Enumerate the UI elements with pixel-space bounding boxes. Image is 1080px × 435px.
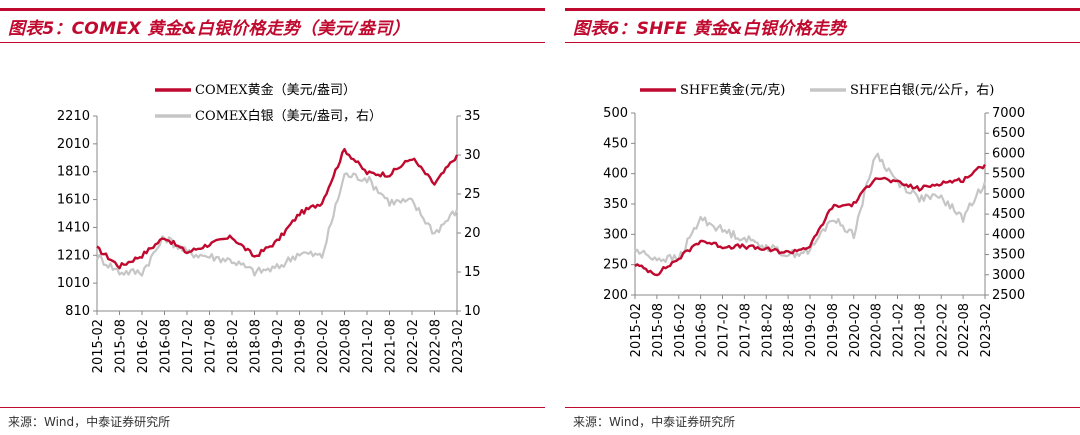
y-tick-label-right: 2500 xyxy=(992,288,1025,303)
y-tick-label-right: 10 xyxy=(464,304,481,319)
y-tick-label-left: 1810 xyxy=(57,165,90,180)
source-rule xyxy=(0,407,545,408)
x-tick-label: 2016-08 xyxy=(695,303,710,357)
x-tick-label: 2017-08 xyxy=(738,303,753,357)
y-tick-label-right: 35 xyxy=(464,109,481,124)
x-tick-label: 2021-02 xyxy=(892,303,907,357)
series-line-gold xyxy=(634,163,987,277)
x-tick-label: 2015-02 xyxy=(629,303,644,357)
chart-title: 图表6：SHFE 黄金&白银价格走势 xyxy=(573,19,846,39)
y-tick-label-left: 250 xyxy=(603,258,628,273)
top-rule xyxy=(0,8,545,11)
chart-title: 图表5：COMEX 黄金&白银价格走势（美元/盎司） xyxy=(8,19,410,39)
x-tick-label: 2022-02 xyxy=(406,319,421,373)
x-tick-label: 2023-02 xyxy=(979,303,994,357)
x-tick-label: 2021-02 xyxy=(361,319,376,373)
chart-source: 来源：Wind，中泰证券研究所 xyxy=(8,415,171,429)
y-tick-label-right: 5000 xyxy=(992,187,1025,202)
x-tick-label: 2016-02 xyxy=(673,303,688,357)
y-tick-label-right: 25 xyxy=(464,187,481,202)
x-tick-label: 2019-02 xyxy=(271,319,286,373)
x-tick-label: 2022-08 xyxy=(429,319,444,373)
y-tick-label-left: 400 xyxy=(603,167,628,182)
source-rule xyxy=(565,407,1080,408)
y-tick-label-left: 2210 xyxy=(57,109,90,124)
y-tick-label-left: 300 xyxy=(603,227,628,242)
x-tick-label: 2019-02 xyxy=(804,303,819,357)
y-tick-label-left: 500 xyxy=(603,106,628,121)
y-tick-label-right: 5500 xyxy=(992,167,1025,182)
x-tick-label: 2020-08 xyxy=(339,319,354,373)
x-tick-label: 2015-08 xyxy=(114,319,129,373)
y-tick-label-right: 4000 xyxy=(992,227,1025,242)
series-line-gold xyxy=(96,147,459,270)
x-tick-label: 2017-02 xyxy=(717,303,732,357)
x-tick-label: 2019-08 xyxy=(294,319,309,373)
y-tick-label-left: 350 xyxy=(603,197,628,212)
x-tick-label: 2016-08 xyxy=(159,319,174,373)
x-tick-label: 2022-02 xyxy=(935,303,950,357)
x-tick-label: 2018-08 xyxy=(782,303,797,357)
y-tick-label-left: 810 xyxy=(65,304,90,319)
legend-label: SHFE白银(元/公斤，右) xyxy=(850,82,994,98)
x-tick-label: 2017-02 xyxy=(181,319,196,373)
x-tick-label: 2021-08 xyxy=(913,303,928,357)
series-line-silver xyxy=(96,172,459,277)
x-tick-label: 2018-02 xyxy=(760,303,775,357)
x-tick-label: 2023-02 xyxy=(451,319,466,373)
y-tick-label-right: 3000 xyxy=(992,268,1025,283)
x-tick-label: 2020-02 xyxy=(316,319,331,373)
x-tick-label: 2021-08 xyxy=(384,319,399,373)
x-tick-label: 2015-08 xyxy=(651,303,666,357)
x-tick-label: 2018-08 xyxy=(249,319,264,373)
legend-label: SHFE黄金(元/克) xyxy=(680,82,785,98)
title-rule xyxy=(0,42,545,43)
y-tick-label-right: 4500 xyxy=(992,207,1025,222)
x-tick-label: 2015-02 xyxy=(91,319,106,373)
series-line-silver xyxy=(634,152,987,263)
y-tick-label-left: 200 xyxy=(603,288,628,303)
x-tick-label: 2018-02 xyxy=(226,319,241,373)
x-tick-label: 2022-08 xyxy=(957,303,972,357)
y-tick-label-left: 1610 xyxy=(57,193,90,208)
chart-source: 来源：Wind，中泰证券研究所 xyxy=(573,415,736,429)
legend-label: COMEX黄金（美元/盎司） xyxy=(195,82,356,98)
y-tick-label-right: 20 xyxy=(464,226,481,241)
y-tick-label-right: 30 xyxy=(464,148,481,163)
y-tick-label-right: 3500 xyxy=(992,248,1025,263)
x-tick-label: 2020-08 xyxy=(870,303,885,357)
y-tick-label-left: 1210 xyxy=(57,248,90,263)
chart-panel-right: 图表6：SHFE 黄金&白银价格走势 200 250 300 350 400 450 500… xyxy=(565,0,1080,435)
chart-panel-left: 图表5：COMEX 黄金&白银价格走势（美元/盎司） 810 1010 1210 14… xyxy=(0,8,545,429)
x-tick-label: 2017-08 xyxy=(204,319,219,373)
y-tick-label-left: 1410 xyxy=(57,220,90,235)
y-tick-label-right: 6000 xyxy=(992,146,1025,161)
chart-shfe: 200 250 300 350 400 450 500 2500 3000 3500 4000 450… xyxy=(603,82,1025,357)
title-rule xyxy=(565,42,1080,43)
x-tick-label: 2020-02 xyxy=(848,303,863,357)
y-tick-label-left: 450 xyxy=(603,136,628,151)
y-tick-label-right: 15 xyxy=(464,265,481,280)
chart-comex: 810 1010 1210 1410 1610 1810 2010 2210 10 15 20 25 3… xyxy=(57,82,481,373)
y-tick-label-right: 6500 xyxy=(992,126,1025,141)
y-tick-label-left: 1010 xyxy=(57,276,90,291)
x-tick-label: 2019-08 xyxy=(826,303,841,357)
top-rule xyxy=(565,8,1080,11)
y-tick-label-left: 2010 xyxy=(57,137,90,152)
x-tick-label: 2016-02 xyxy=(136,319,151,373)
y-tick-label-right: 7000 xyxy=(992,106,1025,121)
legend-label: COMEX白银（美元/盎司，右） xyxy=(195,108,382,124)
